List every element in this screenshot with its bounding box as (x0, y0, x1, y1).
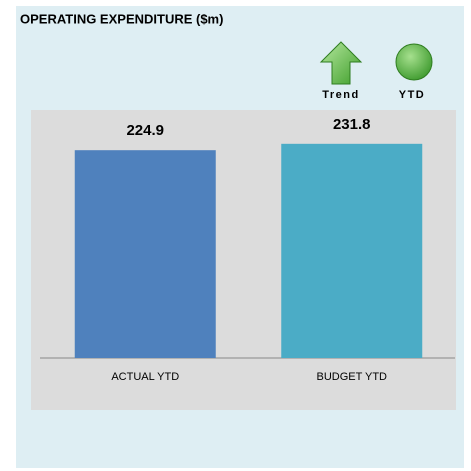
bar (74, 150, 216, 358)
data-label: 231.8 (333, 116, 371, 133)
x-tick-label: BUDGET YTD (317, 371, 388, 383)
trend-icon (319, 41, 363, 85)
indicator-label: Trend (322, 89, 359, 101)
bar (281, 143, 423, 358)
data-label: 224.9 (126, 122, 164, 139)
x-tick-label: ACTUAL YTD (111, 371, 179, 383)
chart-title: OPERATING EXPENDITURE ($m) (20, 11, 223, 26)
ytd-icon (395, 43, 433, 81)
indicator-label: YTD (399, 89, 426, 101)
